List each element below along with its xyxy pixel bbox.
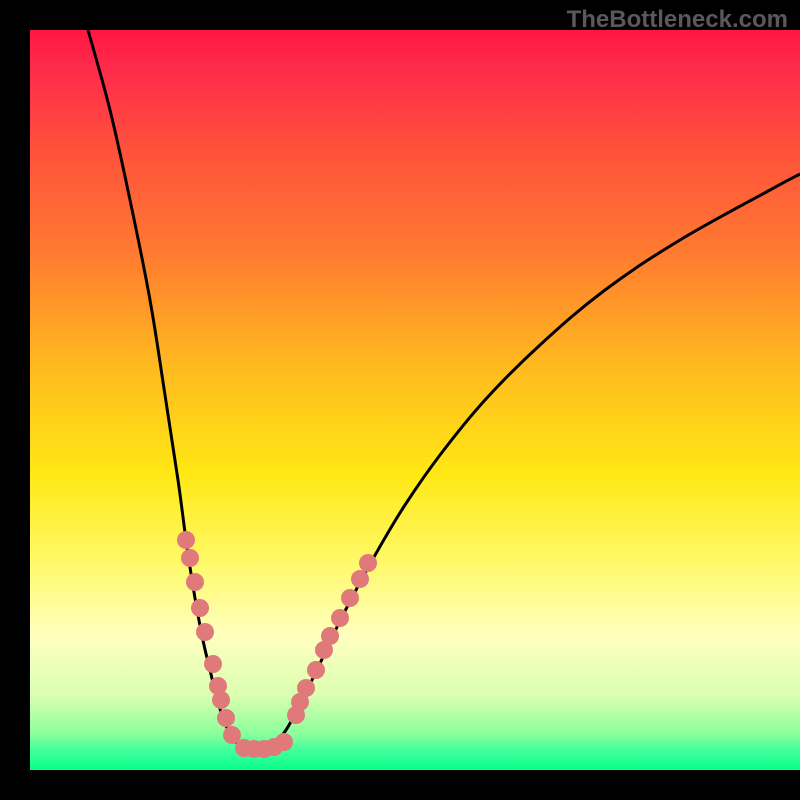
marker-left-1	[181, 549, 199, 567]
watermark: TheBottleneck.com	[567, 6, 788, 34]
marker-left-4	[196, 623, 214, 641]
marker-right-8	[351, 570, 369, 588]
marker-right-7	[341, 589, 359, 607]
curve-right	[250, 174, 800, 748]
chart-svg	[0, 0, 800, 800]
marker-right-2	[297, 679, 315, 697]
marker-left-7	[212, 691, 230, 709]
marker-left-3	[191, 599, 209, 617]
curve-left	[88, 30, 250, 748]
marker-left-5	[204, 655, 222, 673]
marker-bottom-4	[275, 733, 293, 751]
marker-left-8	[217, 709, 235, 727]
marker-right-5	[321, 627, 339, 645]
marker-left-2	[186, 573, 204, 591]
marker-left-0	[177, 531, 195, 549]
marker-right-9	[359, 554, 377, 572]
marker-right-6	[331, 609, 349, 627]
marker-right-3	[307, 661, 325, 679]
